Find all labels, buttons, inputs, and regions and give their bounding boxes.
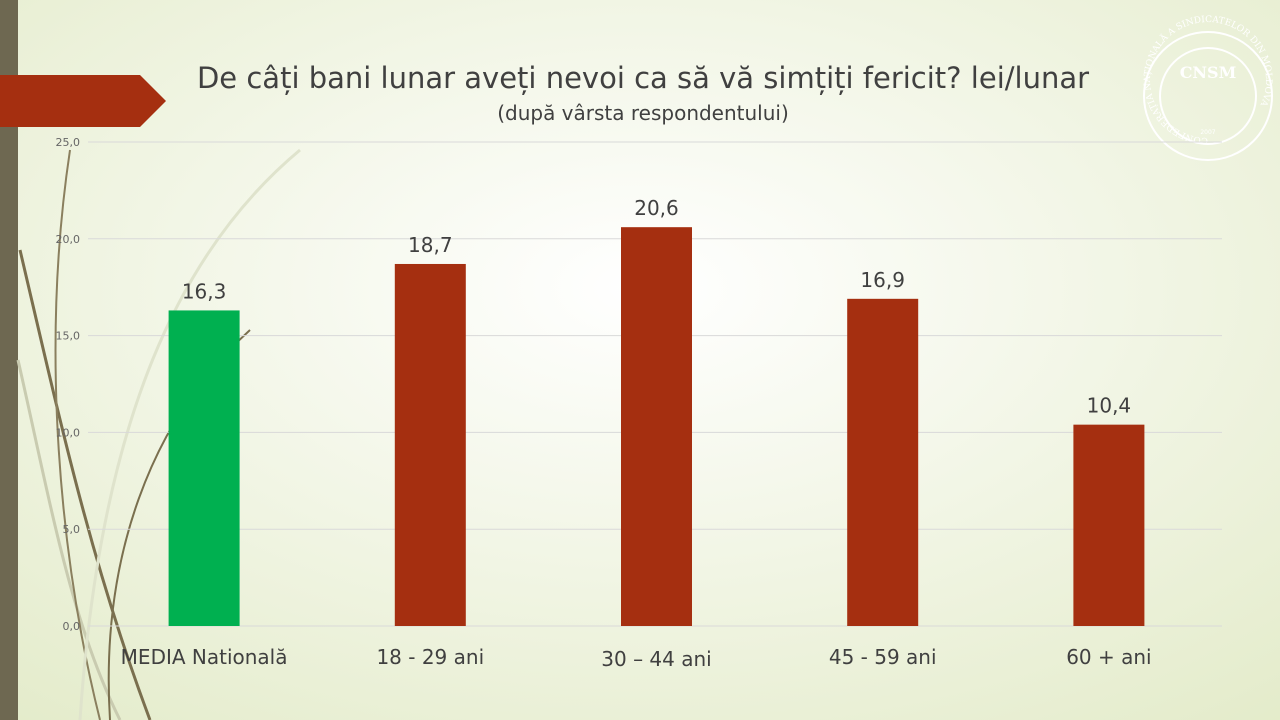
logo-year: 2007	[1200, 129, 1215, 136]
logo-abbr: CNSM	[1180, 63, 1237, 82]
y-tick-label: 10,0	[56, 426, 81, 439]
x-tick-label: 18 - 29 ani	[376, 645, 484, 669]
y-tick-label: 20,0	[56, 233, 81, 246]
chart-title: De câți bani lunar aveți nevoi ca să vă …	[197, 61, 1089, 95]
side-band	[0, 0, 18, 720]
y-tick-label: 5,0	[63, 523, 81, 536]
value-label: 20,6	[634, 196, 679, 220]
x-tick-label: MEDIA Natională	[121, 645, 288, 669]
bar	[1073, 424, 1145, 626]
title-arrow	[0, 75, 166, 127]
x-tick-label: 60 + ani	[1066, 645, 1151, 669]
x-tick-label: 30 – 44 ani	[601, 647, 711, 671]
bar	[168, 310, 240, 626]
x-tick-label: 45 - 59 ani	[829, 645, 937, 669]
value-label: 16,3	[182, 279, 227, 303]
value-label: 18,7	[408, 233, 453, 257]
bar	[847, 298, 919, 626]
logo	[1143, 31, 1273, 161]
chart-subtitle: (după vârsta respondentului)	[497, 101, 789, 125]
bar	[394, 263, 466, 626]
bar	[621, 227, 692, 626]
value-label: 10,4	[1087, 394, 1132, 418]
y-tick-label: 0,0	[63, 620, 81, 633]
y-tick-label: 15,0	[56, 330, 81, 343]
value-label: 16,9	[860, 268, 905, 292]
y-tick-label: 25,0	[56, 136, 81, 149]
